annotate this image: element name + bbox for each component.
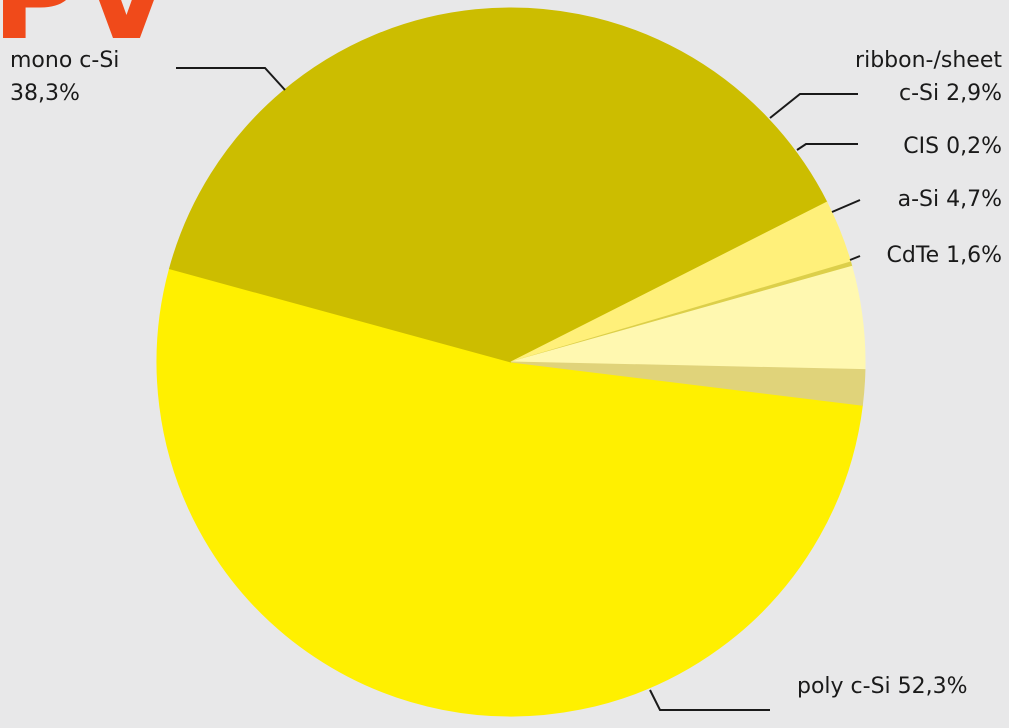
pie-slices [156,7,866,717]
slice-label-3: CIS 0,2% [903,134,1002,159]
leader-lines [176,67,861,711]
slice-label-4: a-Si 4,7% [898,187,1002,212]
leader-line-0 [649,689,770,711]
leader-line-5 [849,255,861,261]
pv-logo: PV [0,0,173,67]
leader-line-1 [176,67,286,91]
leader-line-2 [769,93,858,119]
pie-slice-5 [510,361,866,406]
slice-label-1-line-1: 38,3% [10,81,80,106]
slice-labels: poly c-Si 52,3% mono c-Si 38,3% ribbon-/she… [10,48,1002,699]
slice-label-2-line-0: ribbon-/sheet [855,48,1002,73]
slice-label-1-line-0: mono c-Si [10,48,119,73]
leader-line-4 [831,199,861,213]
slice-label-5: CdTe 1,6% [887,243,1002,268]
leader-line-3 [796,143,858,151]
pie-slice-0 [156,268,863,717]
slice-label-0: poly c-Si 52,3% [797,674,968,699]
logo-text: PV [0,0,173,67]
slice-label-2-line-1: c-Si 2,9% [899,81,1002,106]
pie-slice-1 [168,7,828,363]
